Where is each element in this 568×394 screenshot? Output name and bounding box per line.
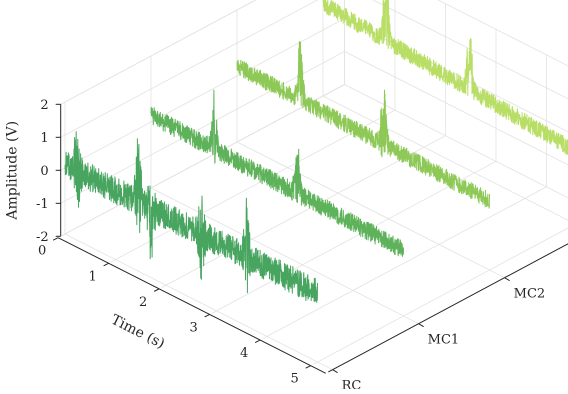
time-tick-label: 3 — [189, 320, 197, 335]
series-line-rc — [65, 132, 318, 303]
category-tick — [419, 324, 424, 327]
time-tick-label: 1 — [88, 269, 96, 284]
amplitude-tick-label: 2 — [40, 98, 48, 113]
floor-time-gridline — [111, 110, 395, 262]
amplitude-tick-label: -1 — [36, 197, 49, 212]
amplitude-tick-label: -2 — [36, 230, 49, 245]
amplitude-tick-label: 1 — [40, 131, 48, 146]
label-layer: -2 -1 0 1 2 Amplitude (V) 0 1 2 3 4 5 Time (s) RC MC1 M… — [5, 98, 568, 389]
category-tick — [505, 278, 510, 281]
floor-category-gridline — [151, 188, 419, 324]
time-axis-title: Time (s) — [108, 312, 167, 352]
time-tick-label: 5 — [290, 372, 298, 387]
side-wall-amplitude-gridline — [345, 0, 568, 121]
time-tick-label: 4 — [240, 346, 248, 361]
amplitude-tick-label: 0 — [40, 164, 48, 179]
floor-time-gridline — [263, 187, 547, 339]
category-tick-label-mc2: MC2 — [514, 287, 546, 302]
time-tick — [205, 314, 210, 317]
side-wall-amplitude-gridline — [345, 85, 568, 221]
time-tick-label: 0 — [38, 244, 46, 259]
floor-category-gridline — [237, 142, 505, 278]
amplitude-axis-title: Amplitude (V) — [5, 121, 21, 221]
time-tick — [53, 238, 58, 241]
time-tick — [306, 366, 311, 369]
time-tick — [154, 289, 159, 292]
time-tick — [255, 340, 260, 343]
category-tick-label-rc: RC — [342, 379, 362, 389]
category-tick — [333, 370, 338, 373]
time-axis-line — [58, 238, 326, 374]
time-tick — [104, 263, 109, 266]
floor-time-gridline — [212, 161, 496, 313]
time-tick-label: 2 — [139, 295, 147, 310]
category-tick-label-mc1: MC1 — [428, 333, 460, 348]
